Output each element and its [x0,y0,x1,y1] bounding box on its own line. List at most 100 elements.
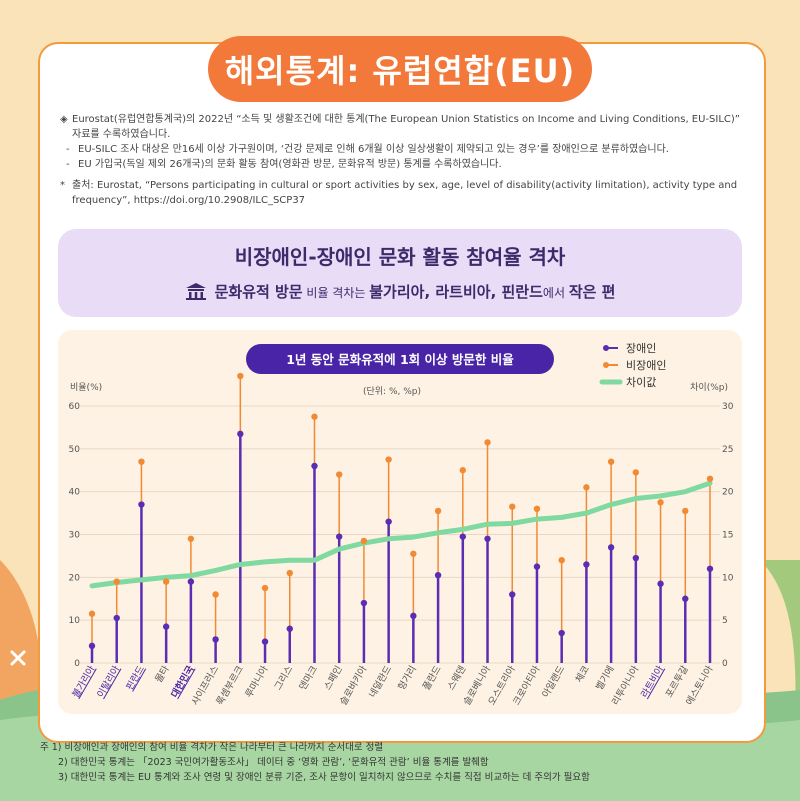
note-line: ◈ Eurostat(유럽연합통계국)의 2022년 “소득 및 생활조건에 대한… [60,114,740,140]
x-tick-label: 그리스 [273,664,296,692]
headline-banner: 비장애인-장애인 문화 활동 참여율 격차 문화유적 방문 비율 격차는 불가리… [58,229,742,317]
chart-title-pill [246,344,554,374]
legend-dot-non-disabled [603,362,609,368]
note-line: - EU 가입국(독일 제외 26개국)의 문화 활동 참여(영화관 방문, 문화… [66,159,502,170]
non-disabled-point [607,458,615,465]
non-disabled-point [632,469,640,476]
non-disabled-point [261,584,269,592]
banner-subheadline: 문화유적 방문 비율 격차는 불가리아, 라트비아, 핀란드에서 작은 편 [58,281,742,302]
y-right-tick-label: 25 [722,445,733,455]
x-tick-label: 몰타 [153,664,171,685]
disabled-point [261,638,269,645]
x-tick-label: 대한민국 [169,663,197,700]
y-right-axis-label: 차이(%p) [690,381,728,393]
unit-note: (단위: %, %p) [363,386,421,397]
x-tick-label: 포르투갈 [663,663,691,700]
disabled-point [632,554,640,562]
banner-headline: 비장애인-장애인 문화 활동 참여율 격차 [234,245,566,269]
non-disabled-point [162,578,170,585]
non-disabled-point [583,484,590,491]
non-disabled-point [311,413,318,420]
x-tick-label: 벨기에 [594,664,617,692]
x-tick-label: 라트비아 [639,664,666,700]
disabled-point [484,535,491,542]
disabled-point [360,599,368,607]
y-right-tick-label: 10 [722,573,734,583]
legend-label-non-disabled: 비장애인 [626,359,666,372]
disabled-point [434,571,442,579]
x-tick-label: 루마니아 [244,664,271,700]
x-tick-label: 폴란드 [420,663,444,692]
non-disabled-point [484,439,491,446]
disabled-point [410,612,417,620]
non-disabled-point [212,591,219,598]
disabled-point [113,614,120,622]
legend-label-gap: 차이값 [626,376,656,389]
non-disabled-point [459,467,466,474]
page-title: 해외통계: 유럽연합(EU) [208,36,592,102]
legend-label-disabled: 장애인 [626,342,656,355]
non-disabled-point [533,505,541,512]
y-left-tick-label: 10 [69,616,81,626]
y-right-tick-label: 20 [722,488,734,498]
disabled-point [509,591,516,598]
non-disabled-point [682,507,689,515]
note-line: - EU-SILC 조사 대상은 만16세 이상 가구원이며, ‘건강 문제로 인… [66,144,669,155]
y-left-tick-label: 50 [69,445,81,455]
footnote-line: 2) 대한민국 통계는 「2023 국민여가활동조사」 데이터 중 ‘영화 관람… [58,757,489,768]
non-disabled-point [88,610,96,617]
disabled-point [237,430,244,438]
disabled-point [558,629,565,637]
disabled-point [607,544,615,551]
y-right-tick-label: 0 [722,659,728,669]
y-left-tick-label: 60 [69,402,81,412]
chart-panel [58,330,742,714]
x-tick-label: 덴마크 [297,664,320,692]
disabled-point [533,563,541,570]
x-tick-label: 불가리아 [71,664,98,700]
disabled-point [682,595,689,602]
x-tick-label: 아일랜드 [540,664,567,700]
disabled-point [706,565,714,572]
gap-series-line [89,480,713,589]
disabled-point [385,518,392,525]
x-tick-label: 이탈리아 [94,663,122,700]
legend-dot-disabled [603,345,609,351]
chart-title: 1년 동안 문화유적에 1회 이상 방문한 비율 [286,352,514,367]
disabled-point [657,580,664,587]
disabled-point [187,578,195,585]
disabled-point [88,642,96,650]
y-right-tick-label: 30 [722,402,734,412]
sparkle-icon [10,650,26,666]
non-disabled-point [336,471,343,478]
non-disabled-point [138,458,145,465]
x-tick-label: 핀란드 [124,663,148,692]
non-disabled-point [434,507,442,515]
disabled-point [459,533,466,540]
non-disabled-point [410,550,417,557]
y-right-tick-label: 5 [722,616,728,626]
disabled-point [336,533,343,540]
non-disabled-point [237,372,244,380]
disabled-point [583,561,590,568]
notes-section: ◈ Eurostat(유럽연합통계국)의 2022년 “소득 및 생활조건에 대한… [60,112,750,208]
disabled-point [162,623,170,630]
y-left-tick-label: 40 [69,488,81,498]
palace-icon [185,283,206,300]
y-left-axis-label: 비율(%) [70,382,102,393]
x-tick-label: 스웨덴 [445,664,469,693]
footnotes: 주 1) 비장애인과 장애인의 참여 비율 격차가 작은 나라부터 큰 나라까지… [40,740,780,785]
x-tick-label: 헝가리 [396,664,419,692]
disabled-point [138,501,145,508]
footnote-line: 3) 대한민국 통계는 EU 통계와 조사 연령 및 장애인 분류 기준, 조사… [58,772,590,783]
non-disabled-point [706,475,714,483]
y-right-tick-label: 15 [722,531,733,541]
non-disabled-point [558,557,565,564]
source-line: * 출처: Eurostat, “Persons participating in… [60,180,738,206]
y-left-tick-label: 20 [69,573,81,583]
footnote-line: 주 1) 비장애인과 장애인의 참여 비율 격차가 작은 나라부터 큰 나라까지… [40,742,384,753]
x-tick-label: 스페인 [322,664,345,692]
disabled-point [286,625,293,632]
x-tick-label: 체코 [574,664,592,685]
